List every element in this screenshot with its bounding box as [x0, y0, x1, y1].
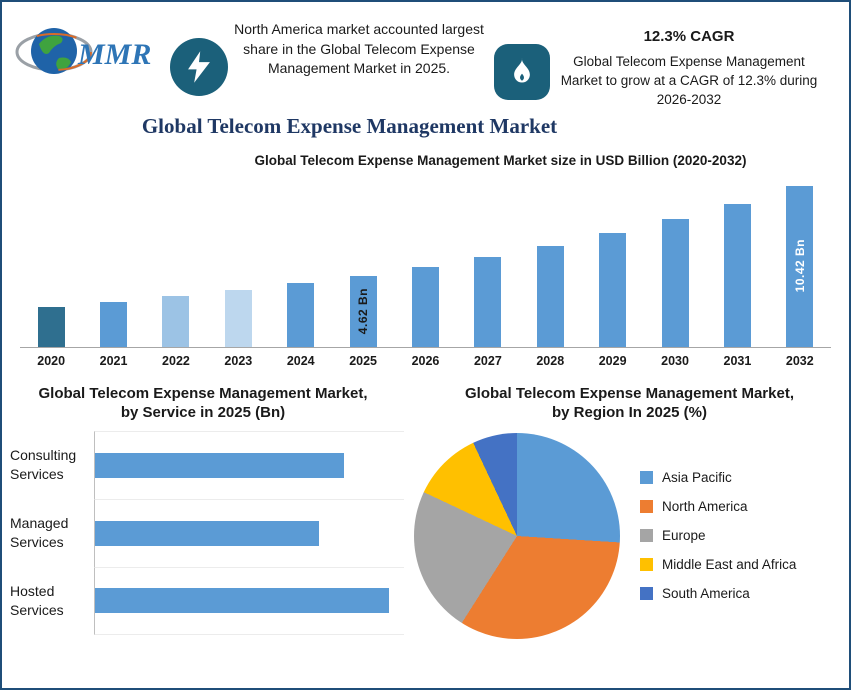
flame-icon — [494, 44, 550, 100]
service-bar-track — [94, 430, 404, 499]
x-axis-label-2027: 2027 — [473, 353, 502, 368]
region-chart: Global Telecom Expense Management Market… — [404, 384, 849, 639]
market-size-chart-title: Global Telecom Expense Management Market… — [254, 152, 747, 168]
x-axis-label-2025: 2025 — [349, 353, 378, 368]
x-axis-label-2022: 2022 — [162, 353, 190, 368]
lightning-icon — [170, 38, 228, 96]
service-bar — [95, 520, 319, 546]
bar-2023 — [224, 289, 252, 347]
cagr-heading: 12.3% CAGR — [643, 28, 735, 45]
legend-swatch — [640, 529, 653, 543]
market-size-xlabels: 2020 2021 2022 2023 2024 2025 2026 2027 2028 2029… — [20, 354, 831, 368]
service-row: Managed Services — [2, 498, 404, 567]
bottom-charts: Global Telecom Expense Management Market… — [2, 384, 849, 639]
service-chart: Global Telecom Expense Management Market… — [2, 384, 404, 639]
service-bar — [95, 588, 389, 614]
bar-2024 — [287, 282, 315, 347]
bar-cell-2029 — [581, 232, 643, 347]
service-bar — [95, 452, 344, 478]
bar-cell-2028 — [519, 245, 581, 347]
bar-value-label-2025: 4.62 Bn — [356, 288, 371, 335]
bar-cell-2032: 10.42 Bn — [769, 185, 831, 347]
legend-item: North America — [640, 499, 796, 514]
bar-2031 — [723, 203, 751, 347]
bar-cell-2020 — [20, 306, 82, 347]
header: MMR North America market accounted large… — [2, 2, 849, 110]
bar-cell-2024 — [270, 282, 332, 347]
service-bar-track — [94, 566, 404, 635]
svg-text:MMR: MMR — [77, 38, 151, 71]
bar-cell-2021 — [82, 301, 144, 347]
legend-item: Middle East and Africa — [640, 557, 796, 572]
cagr-block: 12.3% CAGR Global Telecom Expense Manage… — [558, 28, 820, 110]
legend-item: South America — [640, 586, 796, 601]
service-row: Hosted Services — [2, 566, 404, 635]
legend-swatch — [640, 558, 653, 572]
region-chart-body: Asia Pacific North America Europe Middle Ea… — [410, 432, 849, 639]
service-row: Consulting Services — [2, 430, 404, 499]
x-axis-label-2028: 2028 — [536, 353, 565, 368]
market-size-chart: Global Telecom Expense Management Market… — [2, 153, 849, 368]
bar-2028 — [536, 245, 564, 347]
bar-cell-2030 — [644, 218, 706, 347]
legend-item: Asia Pacific — [640, 470, 796, 485]
bar-2027 — [474, 256, 502, 347]
bar-cell-2022 — [145, 295, 207, 347]
legend-label: South America — [662, 586, 750, 602]
bar-2025: 4.62 Bn — [349, 275, 377, 347]
x-axis-label-2029: 2029 — [598, 353, 627, 368]
service-chart-title: Global Telecom Expense Management Market… — [38, 384, 368, 422]
x-axis-label-2030: 2030 — [661, 353, 689, 368]
bar-2020 — [37, 306, 65, 347]
bar-value-label-2032: 10.42 Bn — [792, 239, 807, 293]
globe-logo-icon: MMR — [15, 28, 151, 74]
region-legend: Asia Pacific North America Europe Middle Ea… — [640, 470, 796, 601]
header-left-note: North America market accounted largest s… — [234, 21, 484, 77]
x-axis-label-2020: 2020 — [37, 353, 66, 368]
mmr-logo: MMR — [14, 14, 164, 93]
legend-swatch — [640, 471, 653, 485]
x-axis-label-2024: 2024 — [286, 353, 315, 368]
x-axis-label-2026: 2026 — [411, 353, 440, 368]
region-chart-title: Global Telecom Expense Management Market… — [465, 384, 794, 422]
bar-cell-2026 — [394, 266, 456, 347]
bar-cell-2025: 4.62 Bn — [332, 275, 394, 347]
legend-item: Europe — [640, 528, 796, 543]
legend-label: Middle East and Africa — [662, 557, 797, 573]
service-label: Consulting Services — [10, 446, 77, 482]
region-pie — [414, 432, 620, 639]
page-title: Global Telecom Expense Management Market — [141, 113, 558, 138]
bar-2032: 10.42 Bn — [786, 185, 814, 347]
x-axis-label-2023: 2023 — [224, 353, 253, 368]
bar-2021 — [100, 301, 128, 347]
service-label: Hosted Services — [10, 582, 64, 618]
legend-label: North America — [662, 499, 748, 515]
service-chart-rows: Consulting Services Managed Services Hoste… — [2, 430, 404, 635]
cagr-note: Global Telecom Expense Management Market… — [560, 54, 818, 107]
bar-cell-2027 — [457, 256, 519, 347]
legend-swatch — [640, 500, 653, 514]
bar-2030 — [661, 218, 689, 347]
legend-label: Asia Pacific — [662, 470, 732, 486]
service-label: Managed Services — [10, 514, 69, 550]
legend-label: Europe — [662, 528, 706, 544]
x-axis-label-2031: 2031 — [723, 353, 752, 368]
bar-cell-2031 — [706, 203, 768, 347]
bar-2029 — [599, 232, 627, 347]
market-size-plot: 4.62 Bn 10.42 Bn — [20, 176, 831, 348]
service-bar-track — [94, 498, 404, 567]
bar-2022 — [162, 295, 190, 347]
bar-2026 — [411, 266, 439, 347]
x-axis-label-2021: 2021 — [99, 353, 128, 368]
x-axis-label-2032: 2032 — [785, 353, 814, 368]
bar-cell-2023 — [207, 289, 269, 347]
legend-swatch — [640, 587, 653, 601]
